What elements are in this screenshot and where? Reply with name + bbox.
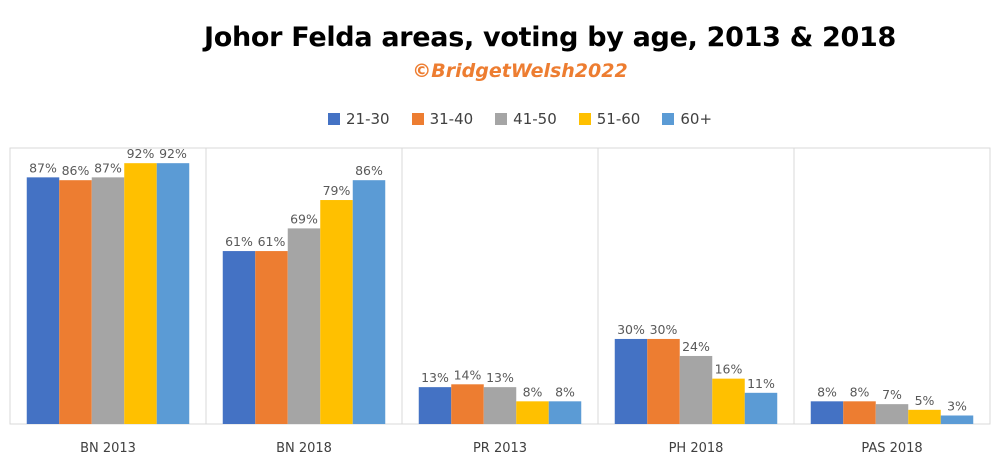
chart-title: Johor Felda areas, voting by age, 2013 &…	[204, 22, 896, 53]
data-label: 87%	[94, 160, 122, 175]
data-label: 7%	[882, 387, 902, 402]
x-tick-label: PR 2013	[473, 441, 527, 456]
bar	[222, 251, 256, 424]
bar	[548, 401, 582, 424]
data-label: 8%	[523, 384, 543, 399]
legend-item: 21-30	[327, 108, 390, 130]
bar	[156, 163, 190, 424]
data-label: 11%	[747, 376, 775, 391]
x-tick-label: BN 2018	[276, 441, 332, 456]
data-label: 30%	[650, 322, 678, 337]
bar	[124, 163, 157, 424]
chart-legend: 21-30 31-40 41-50 51-60 60+	[0, 108, 1000, 130]
bar	[712, 378, 745, 424]
bar	[418, 387, 452, 424]
legend-swatch	[662, 113, 675, 125]
data-label: 13%	[486, 370, 514, 385]
data-label: 87%	[29, 160, 57, 175]
data-label: 5%	[915, 393, 935, 408]
data-label: 86%	[62, 163, 90, 178]
bar	[744, 392, 778, 424]
data-label: 8%	[817, 384, 837, 399]
bar	[679, 355, 713, 424]
legend-item: 31-40	[411, 108, 474, 130]
legend-swatch	[411, 113, 424, 125]
legend-label: 51-60	[596, 110, 641, 128]
bar	[59, 180, 92, 424]
x-tick-label: BN 2013	[80, 441, 136, 456]
data-label: 69%	[290, 211, 318, 226]
bar	[287, 228, 321, 424]
data-label: 3%	[947, 398, 967, 413]
legend-label: 31-40	[429, 110, 474, 128]
chart-subtitle: ©BridgetWelsh2022	[412, 60, 628, 82]
bar	[320, 200, 353, 424]
bar	[91, 177, 125, 424]
legend-swatch	[495, 113, 508, 125]
bar	[647, 338, 680, 424]
data-label: 92%	[127, 146, 155, 161]
data-label: 79%	[323, 183, 351, 198]
legend-item: 60+	[662, 108, 712, 130]
legend-label: 60+	[680, 110, 713, 128]
data-label: 30%	[617, 322, 645, 337]
data-label: 8%	[555, 384, 575, 399]
data-label: 92%	[159, 146, 187, 161]
data-label: 16%	[715, 362, 743, 377]
legend-item: 41-50	[495, 108, 557, 130]
legend-swatch	[327, 113, 340, 125]
bar	[908, 409, 941, 424]
legend-label: 21-30	[345, 110, 390, 128]
bar	[843, 401, 876, 424]
bar	[940, 415, 974, 424]
legend-label: 41-50	[513, 110, 557, 128]
bar	[810, 401, 844, 424]
x-tick-label: PAS 2018	[861, 441, 922, 456]
bar	[352, 180, 386, 424]
bar	[483, 387, 517, 424]
bar	[516, 401, 549, 424]
data-label: 61%	[225, 234, 253, 249]
legend-swatch	[578, 113, 591, 125]
bar	[875, 404, 909, 424]
data-label: 86%	[355, 163, 383, 178]
bar	[26, 177, 60, 424]
data-label: 13%	[421, 370, 449, 385]
x-tick-label: PH 2018	[669, 441, 724, 456]
data-label: 8%	[850, 384, 870, 399]
bar	[451, 384, 484, 424]
data-label: 24%	[682, 339, 710, 354]
bar	[614, 338, 648, 424]
bar	[255, 251, 288, 424]
data-label: 14%	[454, 367, 482, 382]
legend-item: 51-60	[578, 108, 641, 130]
data-label: 61%	[258, 234, 286, 249]
